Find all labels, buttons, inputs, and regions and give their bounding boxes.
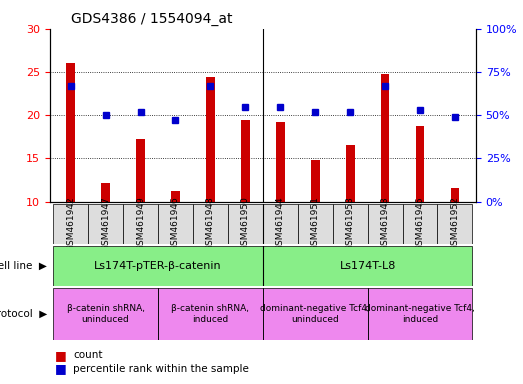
Text: dominant-negative Tcf4,
uninduced: dominant-negative Tcf4, uninduced bbox=[260, 304, 370, 324]
Bar bbox=[333, 204, 368, 244]
Bar bbox=[206, 77, 215, 202]
Bar bbox=[136, 139, 145, 202]
Text: dominant-negative Tcf4,
induced: dominant-negative Tcf4, induced bbox=[365, 304, 475, 324]
Bar bbox=[66, 63, 75, 202]
Text: ■: ■ bbox=[55, 349, 66, 362]
Bar bbox=[53, 288, 158, 340]
Text: GSM461946: GSM461946 bbox=[171, 196, 180, 251]
Bar bbox=[368, 288, 472, 340]
Text: GSM461953: GSM461953 bbox=[346, 196, 355, 251]
Text: ■: ■ bbox=[55, 362, 66, 375]
Text: GSM461944: GSM461944 bbox=[276, 196, 285, 251]
Text: GSM461949: GSM461949 bbox=[136, 196, 145, 251]
Bar bbox=[438, 204, 472, 244]
Bar bbox=[158, 288, 263, 340]
Bar bbox=[193, 204, 228, 244]
Bar bbox=[263, 246, 472, 286]
Text: GSM461950: GSM461950 bbox=[241, 196, 250, 251]
Bar bbox=[311, 160, 320, 202]
Bar bbox=[123, 204, 158, 244]
Bar bbox=[451, 188, 459, 202]
Text: GDS4386 / 1554094_at: GDS4386 / 1554094_at bbox=[71, 12, 233, 26]
Text: Ls174T-pTER-β-catenin: Ls174T-pTER-β-catenin bbox=[94, 261, 222, 271]
Bar bbox=[276, 122, 285, 202]
Bar bbox=[53, 246, 263, 286]
Bar bbox=[241, 121, 249, 202]
Bar bbox=[368, 204, 403, 244]
Bar bbox=[228, 204, 263, 244]
Text: β-catenin shRNA,
uninduced: β-catenin shRNA, uninduced bbox=[66, 304, 144, 324]
Bar bbox=[416, 126, 424, 202]
Text: GSM461947: GSM461947 bbox=[101, 196, 110, 251]
Text: protocol  ▶: protocol ▶ bbox=[0, 309, 47, 319]
Text: β-catenin shRNA,
induced: β-catenin shRNA, induced bbox=[172, 304, 249, 324]
Bar bbox=[171, 191, 180, 202]
Text: cell line  ▶: cell line ▶ bbox=[0, 261, 47, 271]
Bar bbox=[298, 204, 333, 244]
Text: count: count bbox=[73, 350, 103, 360]
Text: GSM461943: GSM461943 bbox=[381, 196, 390, 251]
Text: GSM461948: GSM461948 bbox=[206, 196, 215, 251]
Text: percentile rank within the sample: percentile rank within the sample bbox=[73, 364, 249, 374]
Bar bbox=[403, 204, 438, 244]
Text: GSM461952: GSM461952 bbox=[450, 196, 460, 251]
Bar bbox=[381, 74, 390, 202]
Bar bbox=[101, 183, 110, 202]
Bar bbox=[263, 288, 368, 340]
Text: GSM461942: GSM461942 bbox=[66, 196, 75, 251]
Text: Ls174T-L8: Ls174T-L8 bbox=[339, 261, 396, 271]
Bar bbox=[88, 204, 123, 244]
Text: GSM461951: GSM461951 bbox=[311, 196, 320, 251]
Bar bbox=[158, 204, 193, 244]
Bar bbox=[346, 145, 355, 202]
Bar bbox=[53, 204, 88, 244]
Bar bbox=[263, 204, 298, 244]
Text: GSM461945: GSM461945 bbox=[416, 196, 425, 251]
